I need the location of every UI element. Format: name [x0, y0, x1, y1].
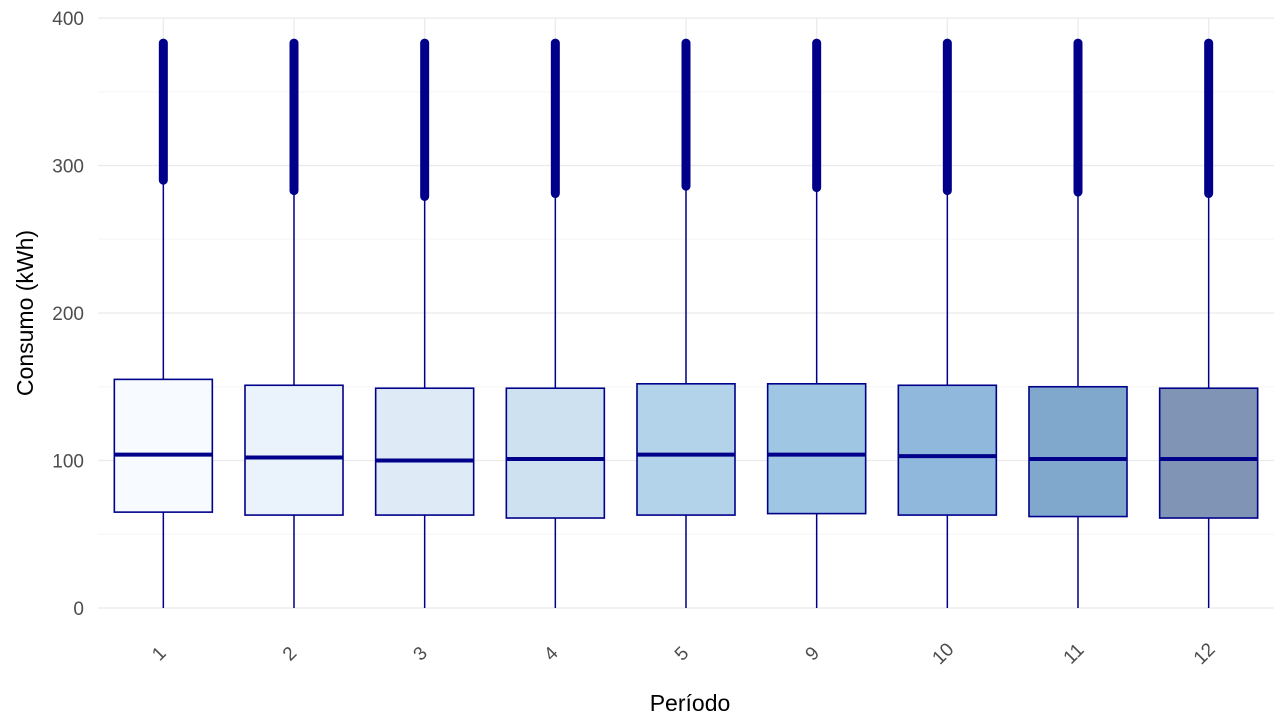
- x-tick-label: 1: [148, 643, 170, 665]
- y-tick-label: 400: [52, 9, 84, 30]
- x-tick-label: 5: [671, 643, 693, 665]
- x-tick-label: 12: [1190, 639, 1220, 669]
- box-9: [766, 38, 867, 608]
- box-10: [897, 38, 998, 608]
- box-body: [113, 378, 214, 513]
- box-body: [766, 382, 867, 515]
- box-body: [1158, 387, 1259, 519]
- box-body: [374, 387, 475, 516]
- y-tick-label: 100: [52, 452, 84, 473]
- y-tick-label: 0: [73, 599, 84, 620]
- box-2: [244, 38, 344, 608]
- box-body: [244, 384, 344, 516]
- y-axis-tick-labels: 0 100 200 300 400: [52, 9, 84, 620]
- box-body: [636, 382, 736, 516]
- y-tick-label: 300: [52, 157, 84, 178]
- x-axis-title: Período: [650, 690, 731, 716]
- x-tick-label: 4: [540, 643, 563, 666]
- x-tick-label: 2: [279, 643, 301, 665]
- y-tick-label: 200: [52, 304, 84, 325]
- box-5: [636, 38, 736, 608]
- box-3: [374, 38, 475, 608]
- box-body: [505, 387, 606, 519]
- x-tick-label: 9: [802, 643, 824, 665]
- box-body: [1028, 385, 1128, 518]
- box-body: [897, 384, 998, 516]
- y-axis-title: Consumo (kWh): [12, 230, 38, 396]
- box-1: [113, 38, 214, 608]
- boxes: [113, 38, 1259, 608]
- box-11: [1028, 38, 1128, 608]
- x-tick-label: 10: [929, 639, 959, 669]
- x-tick-label: 11: [1060, 640, 1089, 669]
- x-tick-label: 3: [410, 643, 432, 665]
- box-4: [505, 38, 606, 608]
- x-axis-tick-labels: 1 2 3 4 5 9 10 11 12: [148, 639, 1219, 669]
- box-12: [1158, 38, 1259, 608]
